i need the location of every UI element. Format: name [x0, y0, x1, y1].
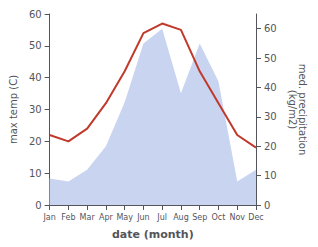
svg-text:40: 40	[29, 72, 42, 83]
svg-text:10: 10	[29, 168, 42, 179]
svg-text:50: 50	[264, 53, 277, 64]
svg-text:20: 20	[264, 141, 277, 152]
svg-text:30: 30	[264, 111, 277, 122]
svg-text:0: 0	[35, 200, 41, 211]
svg-text:med. precipitation: med. precipitation	[297, 63, 309, 156]
svg-text:Sep: Sep	[192, 213, 207, 222]
svg-text:Jul: Jul	[156, 213, 167, 222]
svg-text:Dec: Dec	[248, 213, 263, 222]
svg-text:Mar: Mar	[80, 213, 96, 222]
svg-text:(kg/m2): (kg/m2)	[287, 90, 298, 130]
svg-text:20: 20	[29, 136, 42, 147]
svg-text:60: 60	[264, 23, 277, 34]
svg-text:Jun: Jun	[136, 213, 150, 222]
svg-text:Apr: Apr	[99, 213, 114, 222]
svg-text:10: 10	[264, 170, 277, 181]
svg-text:max temp (C): max temp (C)	[8, 75, 19, 144]
svg-text:date (month): date (month)	[112, 228, 194, 241]
svg-text:Feb: Feb	[61, 213, 75, 222]
svg-text:60: 60	[29, 9, 42, 20]
svg-text:40: 40	[264, 82, 277, 93]
svg-text:Jan: Jan	[42, 213, 55, 222]
svg-text:0: 0	[264, 200, 270, 211]
svg-text:Oct: Oct	[212, 213, 226, 222]
svg-text:30: 30	[29, 104, 42, 115]
svg-text:May: May	[116, 213, 133, 222]
svg-text:50: 50	[29, 40, 42, 51]
svg-text:Nov: Nov	[229, 213, 245, 222]
svg-text:Aug: Aug	[173, 213, 189, 222]
